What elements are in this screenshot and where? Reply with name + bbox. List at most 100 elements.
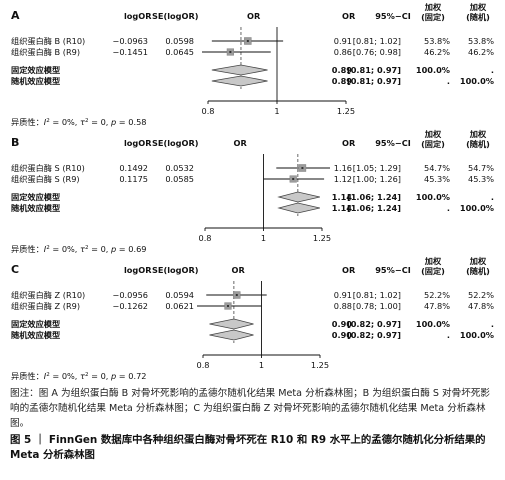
study-logor: −0.0963 (112, 36, 148, 46)
study-ci: [1.05; 1.29] (353, 163, 401, 173)
point-estimate (246, 40, 249, 42)
study-weight-random: 52.2% (468, 290, 494, 300)
study-label: 组织蛋白酶 Z (R9) (11, 301, 80, 311)
pooled-or: 0.90 (332, 330, 353, 340)
pooled-ci: [0.81; 0.97] (347, 76, 401, 86)
x-tick-label: 0.8 (201, 106, 214, 116)
pooled-weight-random: 100.0% (460, 76, 494, 86)
point-estimate (235, 294, 238, 296)
pooled-weight-fixed: . (447, 203, 450, 213)
pooled-diamond (209, 318, 254, 330)
study-weight-fixed: 46.2% (424, 47, 450, 57)
study-label: 组织蛋白酶 S (R10) (11, 163, 85, 173)
col-header-weight-fixed: (固定) (421, 12, 445, 22)
pooled-weight-random: . (491, 319, 494, 329)
pooled-diamond (277, 202, 320, 214)
pooled-ci: [1.06; 1.24] (347, 203, 401, 213)
point-estimate (292, 178, 295, 180)
pooled-weight-fixed: 100.0% (416, 65, 450, 75)
col-header-selogor: SE(logOR) (152, 138, 199, 148)
col-header-weight-fixed: (固定) (421, 266, 445, 276)
panel-letter: C (11, 263, 19, 276)
col-header-weight-random: 加权 (469, 256, 487, 266)
heterogeneity-text: 异质性：I2 = 0%, τ2 = 0, p = 0.69 (11, 244, 147, 254)
col-header-weight-fixed: (固定) (421, 139, 445, 149)
pooled-diamond (211, 64, 268, 76)
pooled-weight-fixed: . (447, 76, 450, 86)
study-or: 1.12 (334, 174, 352, 184)
study-weight-random: 53.8% (468, 36, 494, 46)
col-header-or: OR (342, 11, 356, 21)
pooled-label: 固定效应模型 (11, 319, 60, 329)
panel-letter: A (11, 9, 20, 22)
x-tick-label: 0.8 (198, 233, 211, 243)
col-header-ci: 95%−CI (375, 265, 411, 275)
study-se: 0.0585 (165, 174, 194, 184)
study-weight-fixed: 54.7% (424, 163, 450, 173)
col-header-ci: 95%−CI (375, 11, 411, 21)
heterogeneity-text: 异质性：I2 = 0%, τ2 = 0, p = 0.72 (11, 371, 147, 381)
study-se: 0.0645 (165, 47, 194, 57)
x-tick-label: 0.8 (196, 360, 209, 370)
x-tick-label: 1 (274, 106, 279, 116)
col-header-selogor: SE(logOR) (152, 11, 199, 21)
col-header-or-plot: OR (247, 11, 261, 21)
pooled-weight-fixed: 100.0% (416, 192, 450, 202)
col-header-logor: logOR (124, 265, 152, 275)
pooled-label: 随机效应模型 (11, 76, 60, 86)
col-header-weight-random: 加权 (469, 2, 487, 12)
pooled-label: 固定效应模型 (11, 192, 60, 202)
col-header-ci: 95%−CI (375, 138, 411, 148)
study-ci: [0.81; 1.02] (353, 36, 401, 46)
pooled-diamond (277, 191, 320, 203)
point-estimate (226, 305, 229, 307)
study-ci: [0.81; 1.02] (353, 290, 401, 300)
x-tick-label: 1 (261, 233, 266, 243)
heterogeneity-text: 异质性：I2 = 0%, τ2 = 0, p = 0.58 (11, 117, 147, 127)
pooled-weight-random: . (491, 192, 494, 202)
col-header-weight-fixed: 加权 (424, 256, 442, 266)
study-weight-random: 46.2% (468, 47, 494, 57)
study-ci: [0.76; 0.98] (353, 47, 401, 57)
pooled-or: 0.89 (332, 65, 353, 75)
pooled-ci: [0.82; 0.97] (347, 319, 401, 329)
pooled-ci: [0.82; 0.97] (347, 330, 401, 340)
study-label: 组织蛋白酶 Z (R10) (11, 290, 85, 300)
pooled-diamond (209, 329, 254, 341)
pooled-or: 1.14 (332, 192, 353, 202)
study-or: 0.86 (334, 47, 352, 57)
point-estimate (229, 51, 232, 53)
col-header-weight-fixed: 加权 (424, 129, 442, 139)
study-weight-fixed: 47.8% (424, 301, 450, 311)
study-weight-random: 45.3% (468, 174, 494, 184)
pooled-ci: [0.81; 0.97] (347, 65, 401, 75)
col-header-weight-random: (随机) (466, 266, 490, 276)
study-weight-random: 47.8% (468, 301, 494, 311)
pooled-weight-random: 100.0% (460, 330, 494, 340)
x-tick-label: 1.25 (313, 233, 331, 243)
study-weight-random: 54.7% (468, 163, 494, 173)
x-tick-label: 1 (259, 360, 264, 370)
pooled-label: 随机效应模型 (11, 330, 60, 340)
study-or: 0.91 (334, 290, 352, 300)
col-header-logor: logOR (124, 138, 152, 148)
pooled-label: 随机效应模型 (11, 203, 60, 213)
col-header-weight-random: 加权 (469, 129, 487, 139)
study-or: 1.16 (334, 163, 352, 173)
study-weight-fixed: 53.8% (424, 36, 450, 46)
pooled-weight-fixed: . (447, 330, 450, 340)
col-header-or: OR (342, 265, 356, 275)
study-weight-fixed: 52.2% (424, 290, 450, 300)
pooled-or: 0.89 (332, 76, 353, 86)
study-or: 0.88 (334, 301, 352, 311)
col-header-weight-random: (随机) (466, 139, 490, 149)
pooled-diamond (211, 75, 268, 87)
study-logor: −0.0956 (112, 290, 148, 300)
study-logor: −0.1451 (112, 47, 148, 57)
pooled-weight-random: 100.0% (460, 203, 494, 213)
study-label: 组织蛋白酶 S (R9) (11, 174, 80, 184)
